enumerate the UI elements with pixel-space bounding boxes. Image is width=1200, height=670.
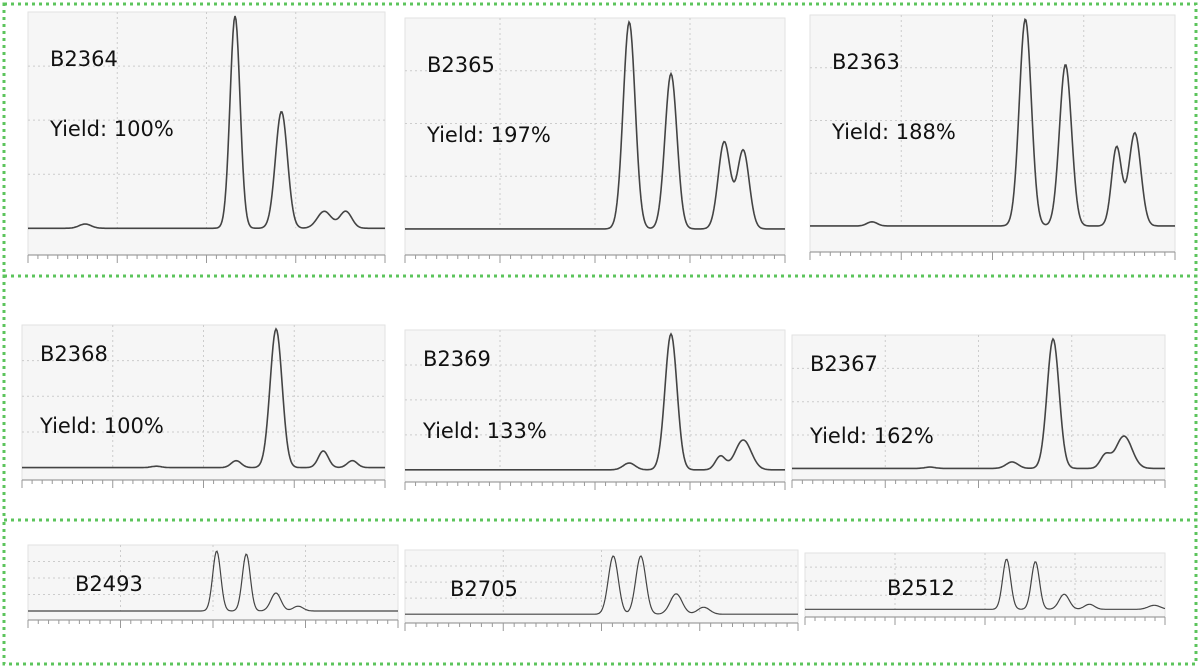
sample-label: B2367: [810, 352, 878, 376]
sample-label: B2512: [887, 576, 955, 600]
sample-label: B2365: [427, 53, 495, 77]
yield-label: Yield: 162%: [809, 424, 934, 448]
group-box: [2, 518, 1198, 666]
yield-label: Yield: 133%: [422, 419, 547, 443]
trace: [810, 17, 1175, 227]
trace: [405, 20, 785, 230]
yield-label: Yield: 100%: [39, 414, 164, 438]
trace: [792, 337, 1165, 470]
plot-area: [404, 17, 786, 256]
trace: [805, 558, 1166, 610]
trace: [28, 550, 398, 612]
trace: [22, 327, 385, 469]
sample-label: B2493: [75, 572, 143, 596]
trace: [405, 332, 785, 471]
yield-label: Yield: 188%: [831, 120, 956, 144]
trace: [28, 15, 385, 230]
sample-label: B2368: [40, 342, 108, 366]
trace: [405, 555, 798, 615]
sample-label: B2369: [423, 347, 491, 371]
yield-label: Yield: 197%: [426, 123, 551, 147]
sample-label: B2363: [832, 50, 900, 74]
plot-area: [809, 14, 1176, 253]
yield-label: Yield: 100%: [49, 117, 174, 141]
sample-label: B2705: [450, 577, 518, 601]
sample-label: B2364: [50, 47, 118, 71]
